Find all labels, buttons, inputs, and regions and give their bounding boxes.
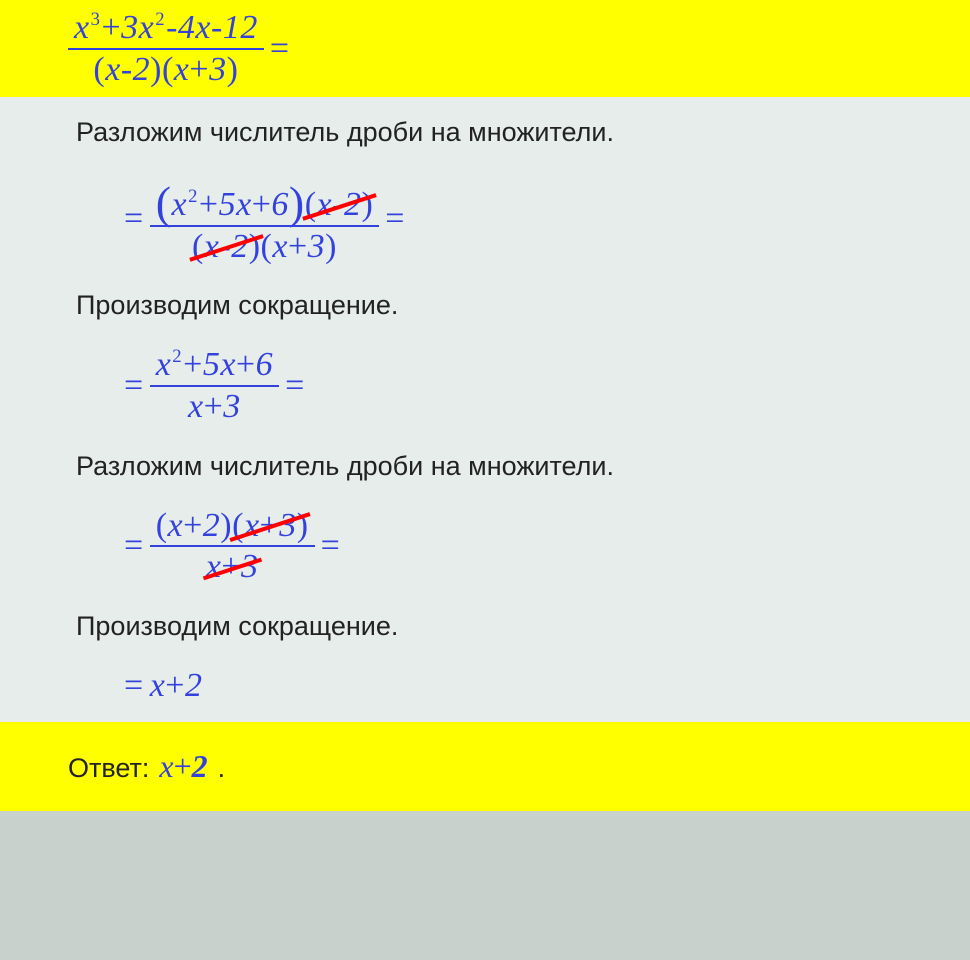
equals-icon: = — [124, 528, 144, 564]
cancelled-term: x+3 — [206, 549, 259, 585]
numerator: x2+5x+6 — [150, 347, 279, 383]
fraction-bar — [150, 545, 315, 547]
highlight-band-answer: Ответ: x+2. — [0, 722, 970, 811]
numerator: x3+3x2-4x-12 — [68, 10, 264, 46]
math-expression-factored-2: = (x+2)(x+3) x+3 = — [0, 502, 970, 591]
cancelled-term: (x-2) — [192, 229, 261, 265]
fraction-bar — [68, 48, 264, 50]
math-expression-original: x3+3x2-4x-12 (x-2)(x+3) = — [0, 4, 970, 93]
step-label-cancel-2: Производим сокращение. — [0, 591, 970, 662]
fraction-bar — [150, 225, 380, 227]
fraction: (x2+5x+6)(x-2) (x-2)(x+3) — [150, 174, 380, 264]
fraction-bar — [150, 385, 279, 387]
highlight-band-problem: x3+3x2-4x-12 (x-2)(x+3) = — [0, 0, 970, 97]
equals-icon: = — [124, 668, 144, 704]
step-label-cancel-1: Производим сокращение. — [0, 270, 970, 341]
step-label-factor-numerator-2: Разложим числитель дроби на множители. — [0, 431, 970, 502]
numerator: (x2+5x+6)(x-2) — [150, 174, 380, 222]
equals-icon: = — [270, 31, 290, 67]
step-band-1: Разложим числитель дроби на множители. =… — [0, 97, 970, 721]
equals-icon: = — [124, 368, 144, 404]
equals-icon: = — [385, 201, 405, 237]
fraction: (x+2)(x+3) x+3 — [150, 508, 315, 585]
answer-row: Ответ: x+2. — [0, 726, 970, 807]
step-label-factor-numerator-1: Разложим числитель дроби на множители. — [0, 97, 970, 168]
denominator: x+3 — [182, 389, 247, 425]
answer-period: . — [218, 753, 226, 784]
fraction: x3+3x2-4x-12 (x-2)(x+3) — [68, 10, 264, 87]
fraction: x2+5x+6 x+3 — [150, 347, 279, 424]
equals-icon: = — [321, 528, 341, 564]
math-expression-factored-1: = (x2+5x+6)(x-2) (x-2)(x+3) = — [0, 168, 970, 270]
cancelled-term: (x-2) — [305, 187, 374, 223]
answer-label: Ответ: — [68, 753, 149, 784]
equals-icon: = — [285, 368, 305, 404]
numerator: (x+2)(x+3) — [150, 508, 315, 544]
denominator: (x-2)(x+3) — [186, 229, 343, 265]
denominator: x+3 — [200, 549, 265, 585]
math-expression-simplified-1: = x2+5x+6 x+3 = — [0, 341, 970, 430]
denominator: (x-2)(x+3) — [87, 52, 244, 88]
answer-value: x+2 — [159, 748, 207, 785]
equals-icon: = — [124, 201, 144, 237]
math-expression-final: = x+2 — [0, 662, 970, 722]
cancelled-term: (x+3) — [232, 508, 308, 544]
